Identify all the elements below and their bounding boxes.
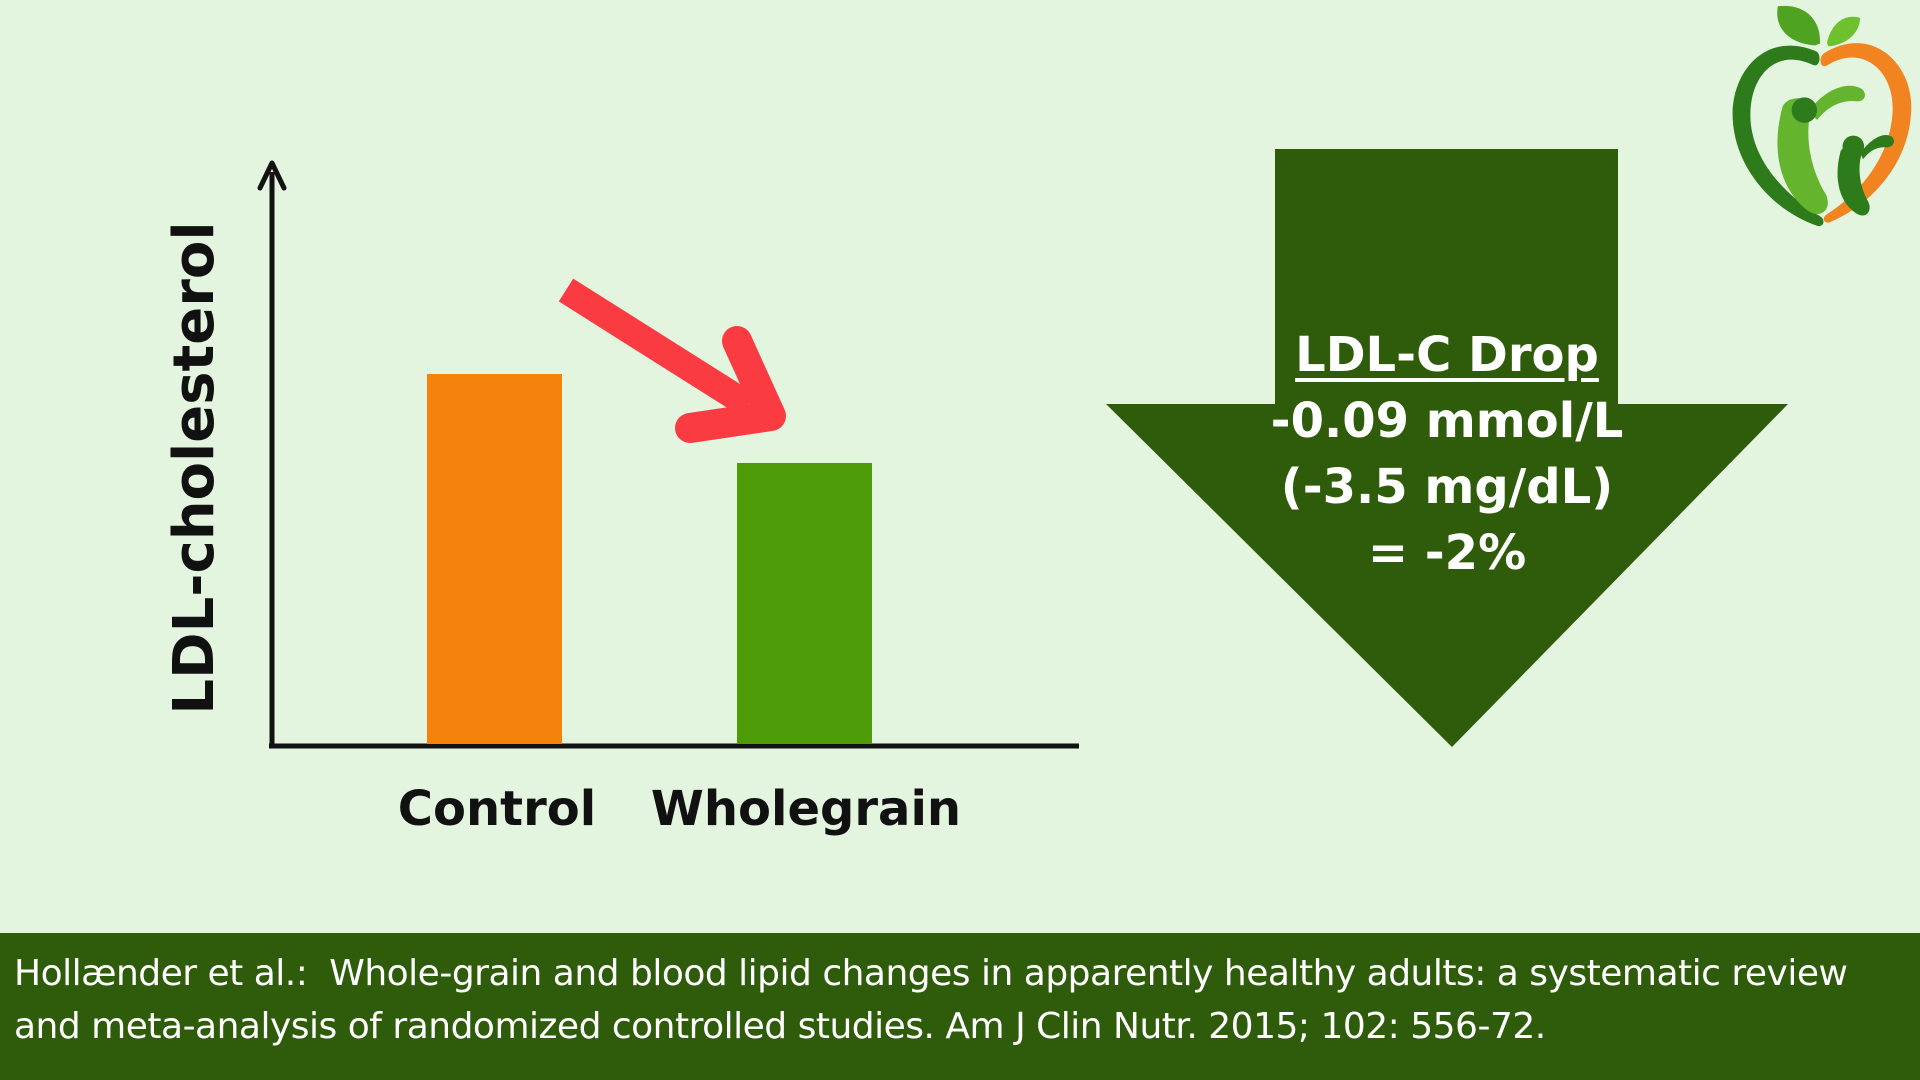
bar-control <box>427 374 562 744</box>
apple-people-nutrition-logo <box>1732 5 1912 227</box>
logo-apple-right-arc <box>1820 43 1912 223</box>
y-axis-label: LDL-cholesterol <box>162 221 227 715</box>
x-tick-label-control: Control <box>397 781 597 837</box>
logo-person-left-head <box>1791 97 1818 123</box>
logo-leaf-icon <box>1777 5 1821 46</box>
callout-title: LDL-C Drop <box>1295 327 1599 383</box>
logo-small-leaf-icon <box>1826 16 1861 47</box>
x-tick-label-wholegrain: Wholegrain <box>650 781 962 837</box>
callout-line-mmol: -0.09 mmol/L <box>1270 393 1624 449</box>
citation-text: Hollænder et al.: Whole-grain and blood … <box>14 947 1904 1053</box>
bar-wholegrain <box>737 463 872 744</box>
citation-bar: Hollænder et al.: Whole-grain and blood … <box>0 933 1920 1080</box>
citation-line-1: Hollænder et al.: Whole-grain and blood … <box>14 953 1848 994</box>
citation-line-2: and meta-analysis of randomized controll… <box>14 1006 1546 1047</box>
logo-person-right-arm <box>1860 134 1894 160</box>
logo-person-right-body <box>1837 143 1870 216</box>
callout-line-percent: = -2% <box>1367 525 1527 581</box>
down-arrow-polygon <box>1106 149 1788 747</box>
ldl-drop-arrow-shape <box>1106 149 1788 747</box>
trend-down-arrow-icon <box>558 278 786 443</box>
logo-person-left-body <box>1777 98 1828 214</box>
logo-apple-left-arc <box>1732 45 1824 227</box>
logo-person-right-head <box>1842 135 1865 158</box>
logo-person-left-arm <box>1808 85 1865 120</box>
ldl-drop-callout: LDL-C Drop -0.09 mmol/L (-3.5 mg/dL) = -… <box>1197 322 1697 586</box>
y-axis-arrowhead-icon <box>257 160 287 191</box>
callout-line-mgdl: (-3.5 mg/dL) <box>1280 459 1614 515</box>
